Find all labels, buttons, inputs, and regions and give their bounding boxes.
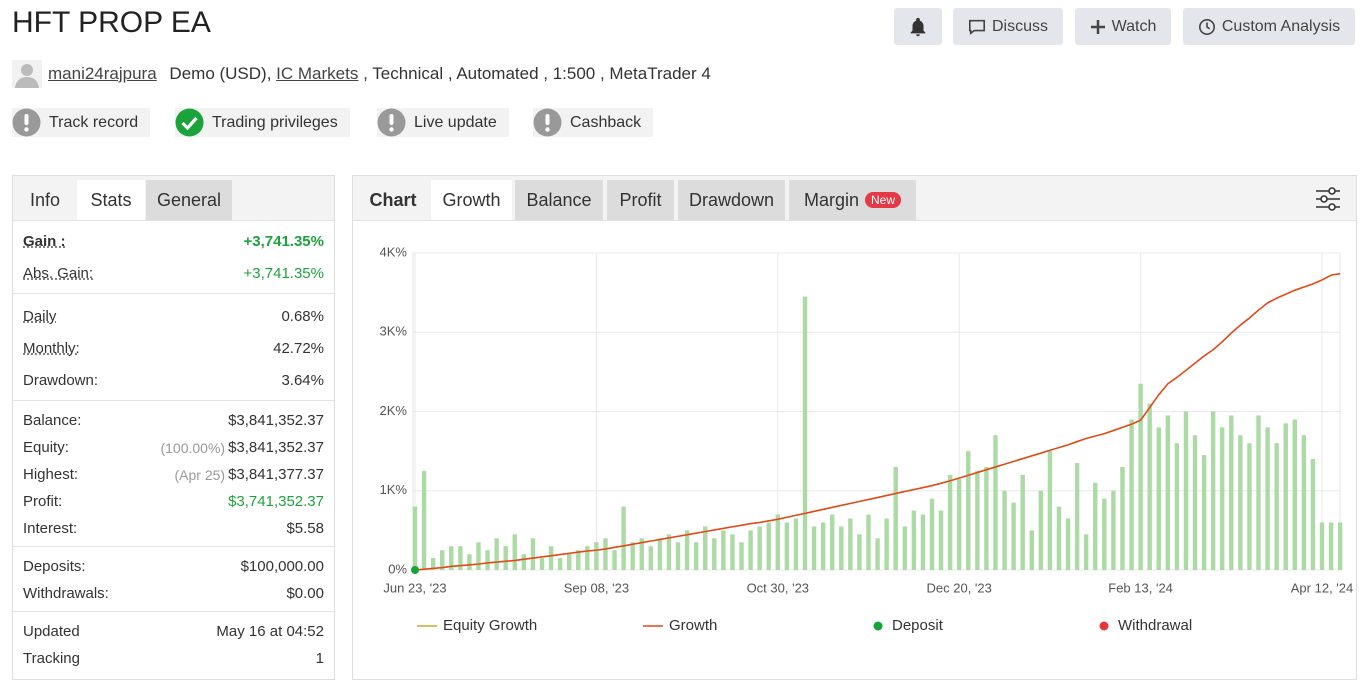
alert-button[interactable] (894, 8, 942, 45)
stats-group: Updated May 16 at 04:52 Tracking 1 (13, 612, 334, 676)
stats-row: Gain : +3,741.35% (13, 225, 334, 257)
warn-icon (377, 108, 406, 137)
stats-body: Gain : +3,741.35% Abs. Gain: +3,741.35% Dail… (13, 221, 334, 676)
stat-label: Drawdown: (23, 371, 99, 389)
clock-icon (1198, 18, 1215, 35)
tab[interactable]: Stats (77, 180, 145, 220)
user-link[interactable]: mani24rajpura (48, 64, 157, 83)
stat-label: Withdrawals: (23, 585, 109, 602)
chart-panel: Chart Growth Balance Profit Drawdown Mar… (352, 175, 1357, 680)
stats-row: Monthly: 42.72% (13, 332, 334, 364)
tab[interactable]: Info (29, 189, 61, 210)
plus-icon (1090, 19, 1105, 34)
stats-row: Tracking 1 (13, 645, 334, 672)
account-type: Demo (USD), (169, 64, 272, 83)
tab[interactable]: Growth (431, 180, 512, 220)
stats-group: Balance: $3,841,352.37 Equity: (100.00%) $3,… (13, 401, 334, 547)
stat-label: Daily (23, 307, 57, 325)
tab[interactable]: General (146, 180, 232, 220)
stat-label: Updated (23, 623, 80, 640)
badge-label: Track record (49, 113, 139, 131)
stats-group: Deposits: $100,000.00 Withdrawals: $0.00 (13, 547, 334, 612)
stat-value: May 16 at 04:52 (216, 623, 324, 640)
stats-group: Daily 0.68% Monthly: 42.72% Drawdown: 3.64% (13, 294, 334, 401)
chart-label: Chart (369, 189, 417, 210)
tab-label: Margin (803, 189, 859, 210)
stats-tabbar: Info Stats General (13, 176, 334, 221)
check-icon (175, 108, 204, 137)
stats-row: Abs. Gain: +3,741.35% (13, 257, 334, 289)
stat-label: Profit: (23, 493, 63, 510)
avatar (12, 60, 42, 88)
stats-row: Updated May 16 at 04:52 (13, 618, 334, 645)
stats-row: Deposits: $100,000.00 (13, 553, 334, 580)
tab[interactable]: Drawdown (678, 180, 785, 220)
settings-icon[interactable] (1315, 186, 1341, 212)
stat-label: Monthly: (23, 339, 80, 357)
watch-button[interactable]: Watch (1075, 8, 1171, 45)
stat-value: +3,741.35% (243, 264, 325, 282)
badge: Live update (377, 108, 509, 137)
page-title: HFT PROP EA (12, 6, 211, 39)
button-label: Watch (1111, 17, 1157, 35)
stats-row: Equity: (100.00%) $3,841,352.37 (13, 434, 334, 461)
stat-value: 1 (315, 650, 324, 667)
stat-label: Interest: (23, 520, 78, 537)
discuss-button[interactable]: Discuss (953, 8, 1063, 45)
stats-row: Daily 0.68% (13, 300, 334, 332)
account-meta: mani24rajpura Demo (USD), IC Markets , T… (12, 60, 711, 88)
stat-value: $3,841,352.37 (228, 439, 324, 456)
warn-icon (533, 108, 562, 137)
stats-group: Gain : +3,741.35% Abs. Gain: +3,741.35% (13, 221, 334, 294)
bell-icon (910, 17, 926, 36)
stats-row: Interest: $5.58 (13, 515, 334, 542)
stat-label: Equity: (23, 439, 69, 456)
badge: Trading privileges (175, 108, 350, 137)
stats-row: Balance: $3,841,352.37 (13, 407, 334, 434)
stat-note: (100.00%) (160, 439, 226, 456)
badge: Track record (12, 108, 151, 137)
stat-value: $3,841,377.37 (228, 466, 324, 483)
tab[interactable]: Balance (515, 180, 603, 220)
stats-row: Drawdown: 3.64% (13, 364, 334, 396)
stat-value: $0.00 (286, 585, 324, 602)
custom-analysis-button[interactable]: Custom Analysis (1183, 8, 1355, 45)
stat-value: 0.68% (281, 307, 324, 325)
stats-row: Withdrawals: $0.00 (13, 580, 334, 607)
broker-link[interactable]: IC Markets (276, 64, 359, 83)
stat-label: Tracking (23, 650, 80, 667)
stat-value: $5.58 (286, 520, 324, 537)
account-details: , Technical , Automated , 1:500 , MetaTr… (363, 64, 711, 83)
stat-label: Gain : (23, 232, 66, 250)
stat-label: Abs. Gain: (23, 264, 94, 282)
stat-note: (Apr 25) (174, 466, 226, 483)
stat-value: +3,741.35% (243, 232, 325, 250)
chart-tabbar: Chart Growth Balance Profit Drawdown Mar… (353, 176, 1356, 221)
stats-row: Highest: (Apr 25) $3,841,377.37 (13, 461, 334, 488)
stat-label: Deposits: (23, 558, 86, 575)
stat-value: $3,741,352.37 (228, 493, 324, 510)
badge-label: Live update (414, 113, 497, 131)
badge-label: Cashback (570, 113, 642, 131)
stat-value: $3,841,352.37 (228, 412, 324, 429)
stat-label: Highest: (23, 466, 79, 483)
button-label: Custom Analysis (1221, 17, 1341, 35)
stat-value: 42.72% (273, 339, 324, 357)
badge-label: Trading privileges (212, 113, 338, 131)
stat-value: $100,000.00 (240, 558, 324, 575)
stat-label: Balance: (23, 412, 82, 429)
warn-icon (12, 108, 41, 137)
stat-value: 3.64% (281, 371, 324, 389)
stats-panel: Info Stats General Gain : +3,741.35% Abs. … (12, 175, 335, 680)
badge: Cashback (533, 108, 654, 137)
chat-icon (968, 19, 985, 35)
button-label: Discuss (991, 17, 1048, 35)
tab[interactable]: Margin New (789, 180, 916, 220)
stats-row: Profit: $3,741,352.37 (13, 488, 334, 515)
tab[interactable]: Profit (607, 180, 674, 220)
new-badge: New (865, 192, 902, 208)
